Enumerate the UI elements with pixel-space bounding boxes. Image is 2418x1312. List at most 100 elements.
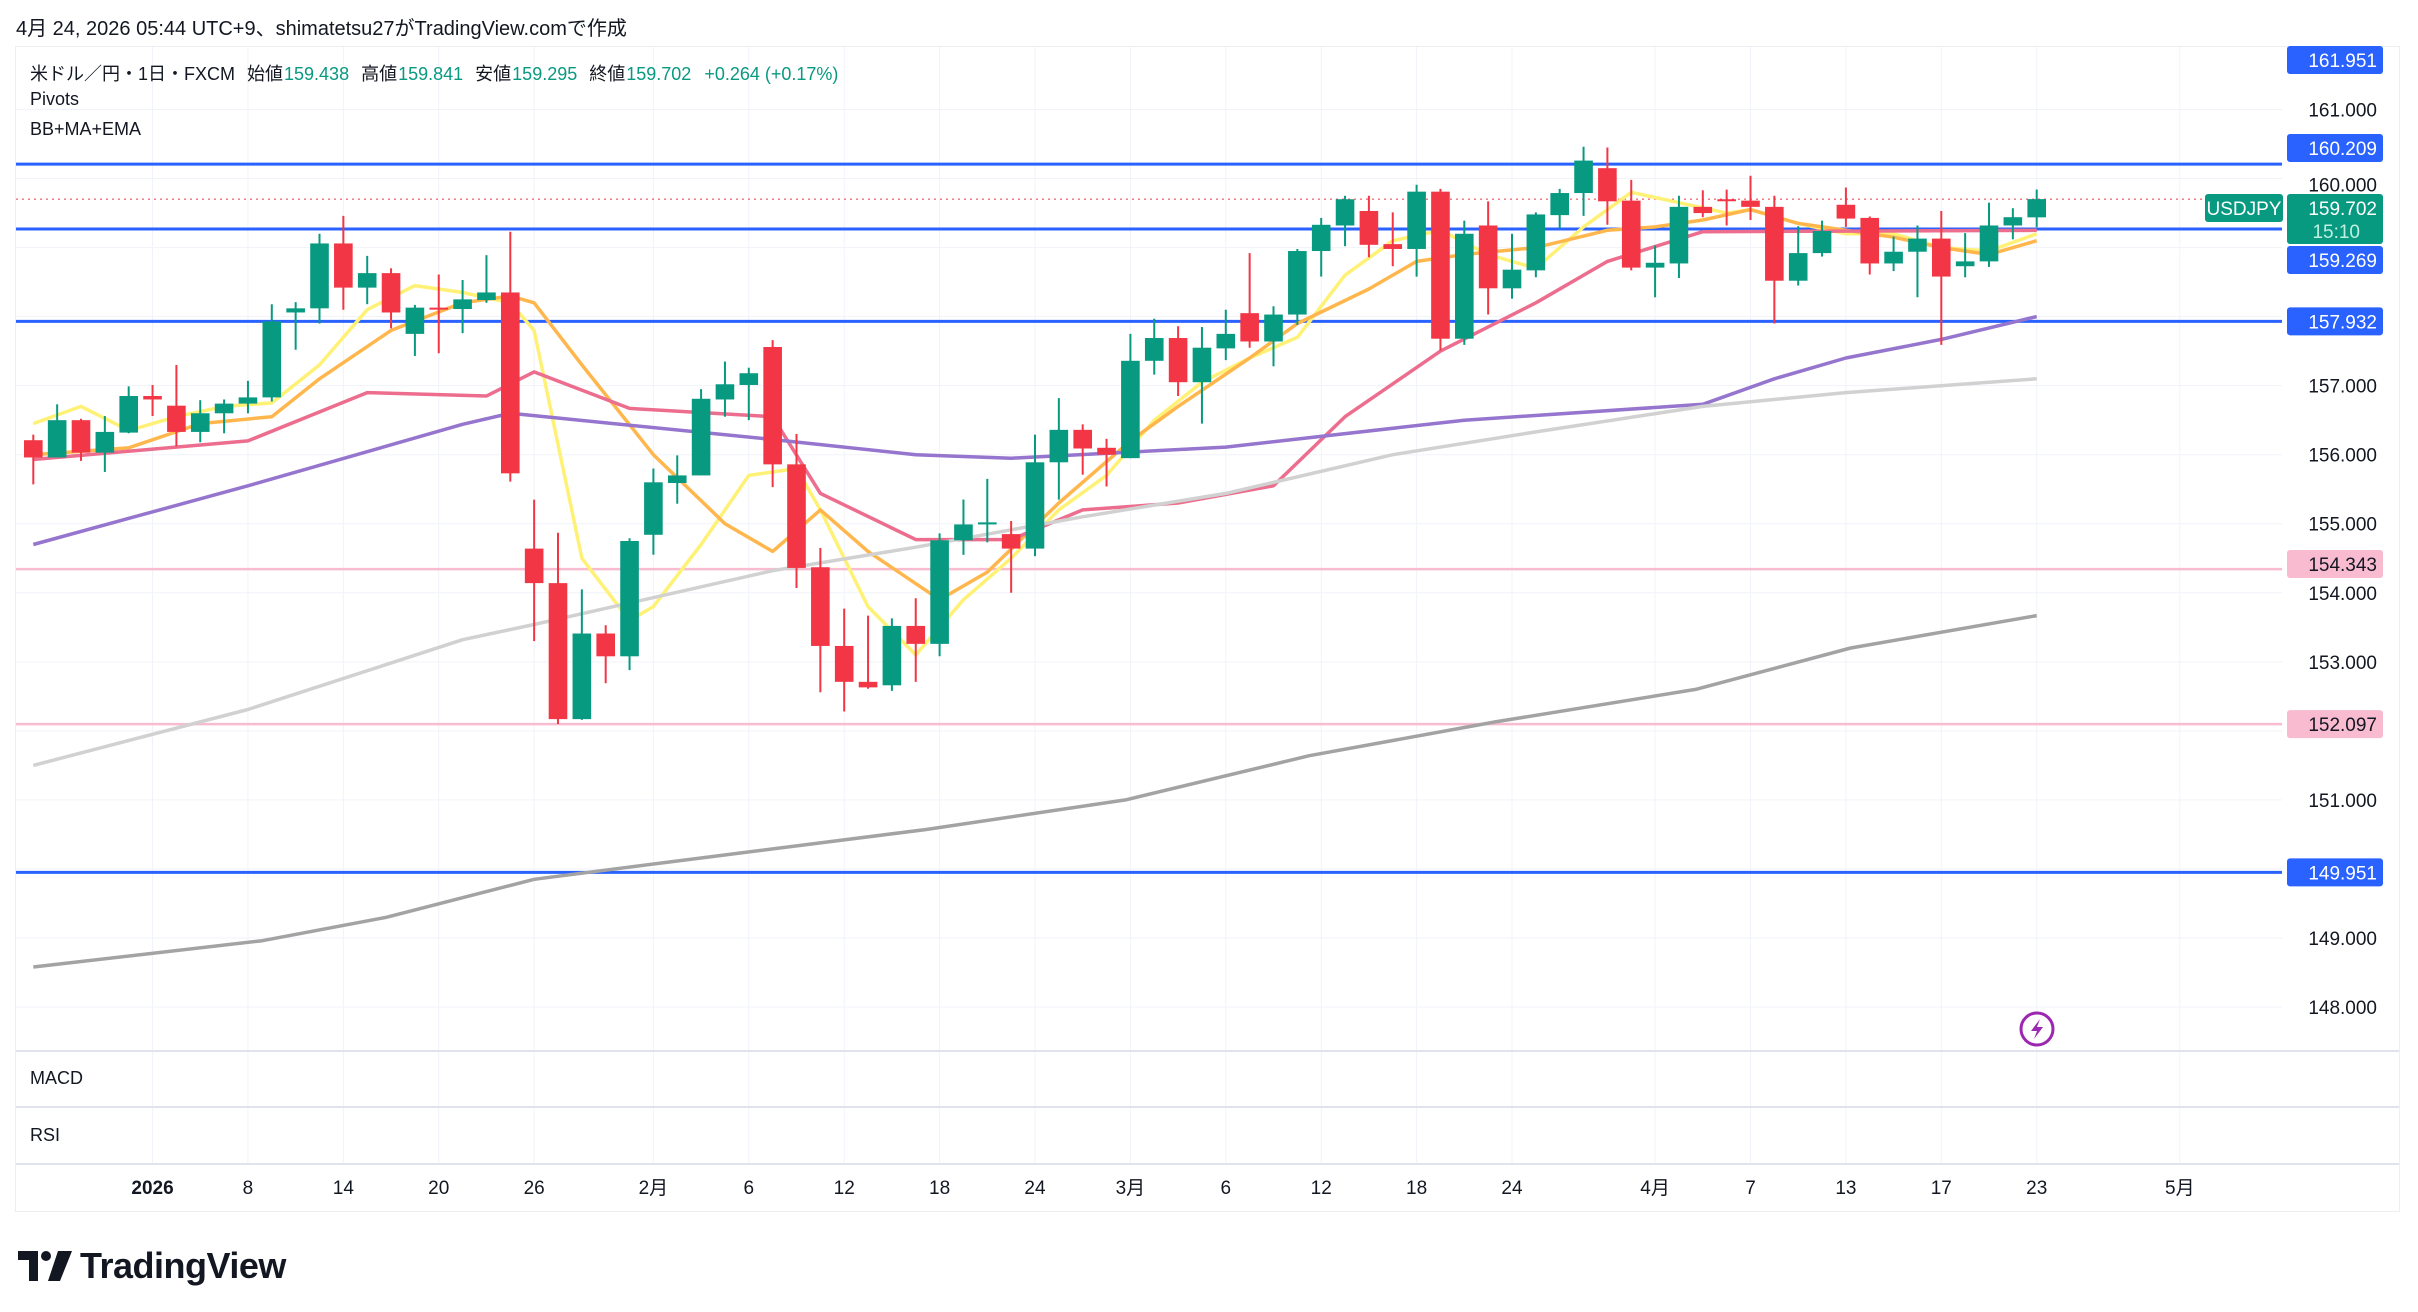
candle-up[interactable] <box>1192 347 1212 383</box>
candle-up[interactable] <box>930 540 949 644</box>
candle-down[interactable] <box>763 346 782 465</box>
candle-up[interactable] <box>882 625 902 686</box>
indicator-pivots[interactable]: Pivots <box>30 89 80 109</box>
candle-down[interactable] <box>834 645 854 682</box>
candles[interactable] <box>24 146 2046 724</box>
candle-down[interactable] <box>143 396 162 400</box>
candle-down[interactable] <box>1598 168 1617 202</box>
candle-down[interactable] <box>429 307 449 310</box>
time-tick-label: 17 <box>1931 1178 1952 1199</box>
candle-down[interactable] <box>1168 338 1188 383</box>
candle-up[interactable] <box>572 633 592 720</box>
candle-down[interactable] <box>811 567 830 646</box>
candle-up[interactable] <box>1574 160 1593 194</box>
candle-down[interactable] <box>501 292 520 474</box>
indicator-bb-ma-ema[interactable]: BB+MA+EMA <box>30 119 142 139</box>
candle-up[interactable] <box>1645 262 1665 268</box>
candle-up[interactable] <box>1335 199 1355 226</box>
candle-down[interactable] <box>1240 313 1259 342</box>
candle-down[interactable] <box>1478 225 1498 289</box>
candle-down[interactable] <box>1431 191 1450 339</box>
candle-up[interactable] <box>2027 199 2046 218</box>
candle-down[interactable] <box>1932 238 1951 277</box>
candle-down[interactable] <box>1001 534 1021 549</box>
candle-up[interactable] <box>190 413 210 432</box>
candle-up[interactable] <box>453 299 472 310</box>
candle-up[interactable] <box>1884 251 1903 264</box>
candle-up[interactable] <box>1025 462 1045 549</box>
price-axis[interactable]: 161.000 160.000 157.000 156.000 155.000 154.0… <box>2308 101 2377 1020</box>
candle-up[interactable] <box>620 541 639 657</box>
candle-up[interactable] <box>47 420 67 458</box>
candle-down[interactable] <box>548 583 568 720</box>
candle-up[interactable] <box>1049 429 1069 463</box>
candle-down[interactable] <box>1741 200 1760 207</box>
candle-down[interactable] <box>1717 199 1736 202</box>
candle-up[interactable] <box>477 292 496 301</box>
macd-pane-label[interactable]: MACD <box>30 1068 83 1088</box>
candle-up[interactable] <box>1455 233 1474 339</box>
candle-up[interactable] <box>262 321 282 398</box>
candle-up[interactable] <box>214 403 234 414</box>
candle-down[interactable] <box>787 464 806 568</box>
candle-down[interactable] <box>1860 217 1880 264</box>
candle-up[interactable] <box>1407 191 1426 249</box>
candle-up[interactable] <box>1550 193 1569 216</box>
candle-down[interactable] <box>858 681 878 688</box>
candle-up[interactable] <box>1788 253 1808 281</box>
time-tick-label: 5月 <box>2165 1178 2195 1199</box>
candle-down[interactable] <box>1073 429 1092 449</box>
candle-up[interactable] <box>95 431 115 453</box>
candle-down[interactable] <box>1836 204 1856 219</box>
candle-up[interactable] <box>286 308 305 313</box>
candle-up[interactable] <box>238 397 258 404</box>
candle-down[interactable] <box>1097 447 1116 455</box>
candle-up[interactable] <box>1144 338 1164 361</box>
candle-down[interactable] <box>334 243 353 288</box>
candle-down[interactable] <box>1693 206 1713 214</box>
candle-up[interactable] <box>1908 238 1927 252</box>
candle-up[interactable] <box>1669 206 1689 264</box>
time-axis[interactable]: 2026 8 14 20 26 2月 6 12 18 24 3月 6 12 18 24 4月 7 13 17 23 5月 <box>131 1178 2194 1199</box>
candle-down[interactable] <box>24 440 43 458</box>
candle-up[interactable] <box>1502 269 1522 289</box>
candle-up[interactable] <box>1955 261 1975 267</box>
candle-up[interactable] <box>1264 314 1283 342</box>
candle-up[interactable] <box>1311 224 1331 252</box>
candle-up[interactable] <box>739 373 759 385</box>
candle-down[interactable] <box>906 625 926 644</box>
candle-up[interactable] <box>691 398 711 476</box>
candle-down[interactable] <box>1383 244 1403 249</box>
candle-down[interactable] <box>71 420 91 453</box>
candle-up[interactable] <box>119 396 138 433</box>
candle-up[interactable] <box>2003 217 2023 226</box>
candle-down[interactable] <box>381 273 401 313</box>
candle-up[interactable] <box>644 482 663 535</box>
tradingview-logo[interactable]: TradingView <box>18 1245 286 1287</box>
candle-up[interactable] <box>1979 225 1999 262</box>
candle-down[interactable] <box>1359 210 1379 245</box>
candle-up[interactable] <box>715 384 735 400</box>
candle-down[interactable] <box>167 405 186 432</box>
candle-down[interactable] <box>524 548 544 584</box>
candle-up[interactable] <box>310 243 329 309</box>
candle-up[interactable] <box>954 524 973 541</box>
candle-up[interactable] <box>357 273 377 288</box>
candle-down[interactable] <box>1621 200 1641 268</box>
candle-up[interactable] <box>1216 333 1236 349</box>
candle-up[interactable] <box>978 522 997 525</box>
candle-up[interactable] <box>1526 214 1546 271</box>
candle-up[interactable] <box>1121 360 1140 459</box>
rsi-pane-label[interactable]: RSI <box>30 1125 61 1145</box>
lightning-icon[interactable] <box>2019 1011 2055 1047</box>
candle-up[interactable] <box>1288 251 1307 315</box>
symbol-legend[interactable]: 米ドル／円・1日・FXCM 始値159.438 高値159.841 安値159.295… <box>30 60 850 86</box>
candle-up[interactable] <box>667 475 687 484</box>
candle-up[interactable] <box>405 307 425 334</box>
time-tick-label: 4月 <box>1640 1178 1670 1199</box>
candle-down[interactable] <box>596 633 615 657</box>
candle-up[interactable] <box>1812 231 1832 254</box>
candle-down[interactable] <box>1765 206 1784 281</box>
price-tick-label: 149.000 <box>2308 929 2377 950</box>
